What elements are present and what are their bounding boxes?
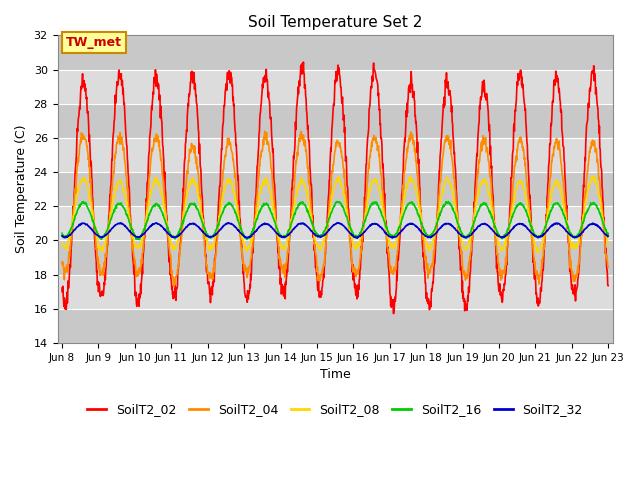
SoilT2_08 xyxy=(534,250,542,255)
SoilT2_02 xyxy=(58,285,66,291)
SoilT2_08 xyxy=(604,241,612,247)
SoilT2_04 xyxy=(261,128,269,134)
SoilT2_04 xyxy=(604,264,612,270)
SoilT2_04 xyxy=(492,242,500,248)
SoilT2_16 xyxy=(136,237,143,242)
SoilT2_04 xyxy=(180,208,188,214)
Text: TW_met: TW_met xyxy=(66,36,122,49)
SoilT2_08 xyxy=(420,233,428,239)
Bar xyxy=(58,138,612,172)
SoilT2_32 xyxy=(353,235,361,241)
SoilT2_02 xyxy=(492,247,500,252)
SoilT2_04 xyxy=(170,284,178,289)
SoilT2_32 xyxy=(492,231,500,237)
SoilT2_02 xyxy=(604,283,612,288)
SoilT2_02 xyxy=(166,272,174,277)
SoilT2_02 xyxy=(390,311,397,316)
SoilT2_08 xyxy=(58,240,66,246)
Line: SoilT2_08: SoilT2_08 xyxy=(62,176,608,252)
Bar xyxy=(58,206,612,240)
Bar xyxy=(58,104,612,138)
SoilT2_08 xyxy=(180,208,188,214)
SoilT2_04 xyxy=(58,259,66,264)
SoilT2_16 xyxy=(167,233,175,239)
Bar xyxy=(58,36,612,70)
SoilT2_02 xyxy=(300,59,307,65)
Line: SoilT2_02: SoilT2_02 xyxy=(62,62,608,313)
Line: SoilT2_04: SoilT2_04 xyxy=(62,131,608,287)
Y-axis label: Soil Temperature (C): Soil Temperature (C) xyxy=(15,125,28,253)
SoilT2_08 xyxy=(540,232,548,238)
SoilT2_08 xyxy=(406,173,414,179)
SoilT2_02 xyxy=(420,268,428,274)
Bar xyxy=(58,70,612,104)
SoilT2_16 xyxy=(420,228,428,234)
SoilT2_02 xyxy=(540,249,548,255)
SoilT2_04 xyxy=(241,263,249,268)
SoilT2_32 xyxy=(604,233,612,239)
SoilT2_32 xyxy=(333,220,341,226)
SoilT2_04 xyxy=(540,246,548,252)
SoilT2_32 xyxy=(540,232,548,238)
Bar xyxy=(58,240,612,275)
X-axis label: Time: Time xyxy=(320,368,351,381)
SoilT2_02 xyxy=(180,188,188,194)
SoilT2_08 xyxy=(492,227,499,232)
Bar xyxy=(58,309,612,343)
Line: SoilT2_32: SoilT2_32 xyxy=(62,223,608,238)
SoilT2_16 xyxy=(445,199,452,204)
SoilT2_16 xyxy=(58,230,66,236)
SoilT2_08 xyxy=(166,236,174,242)
SoilT2_16 xyxy=(492,225,500,231)
SoilT2_02 xyxy=(241,289,248,295)
Bar xyxy=(58,172,612,206)
SoilT2_08 xyxy=(241,244,248,250)
SoilT2_32 xyxy=(180,228,188,233)
SoilT2_16 xyxy=(604,230,612,236)
Title: Soil Temperature Set 2: Soil Temperature Set 2 xyxy=(248,15,422,30)
Legend: SoilT2_02, SoilT2_04, SoilT2_08, SoilT2_16, SoilT2_32: SoilT2_02, SoilT2_04, SoilT2_08, SoilT2_… xyxy=(83,398,588,421)
Line: SoilT2_16: SoilT2_16 xyxy=(62,202,608,240)
SoilT2_16 xyxy=(241,235,249,240)
SoilT2_04 xyxy=(420,248,428,253)
SoilT2_16 xyxy=(180,216,188,222)
SoilT2_32 xyxy=(241,234,248,240)
SoilT2_16 xyxy=(540,227,548,233)
SoilT2_04 xyxy=(166,252,174,257)
SoilT2_32 xyxy=(166,233,174,239)
Bar xyxy=(58,275,612,309)
SoilT2_32 xyxy=(420,232,428,238)
SoilT2_32 xyxy=(58,233,66,239)
